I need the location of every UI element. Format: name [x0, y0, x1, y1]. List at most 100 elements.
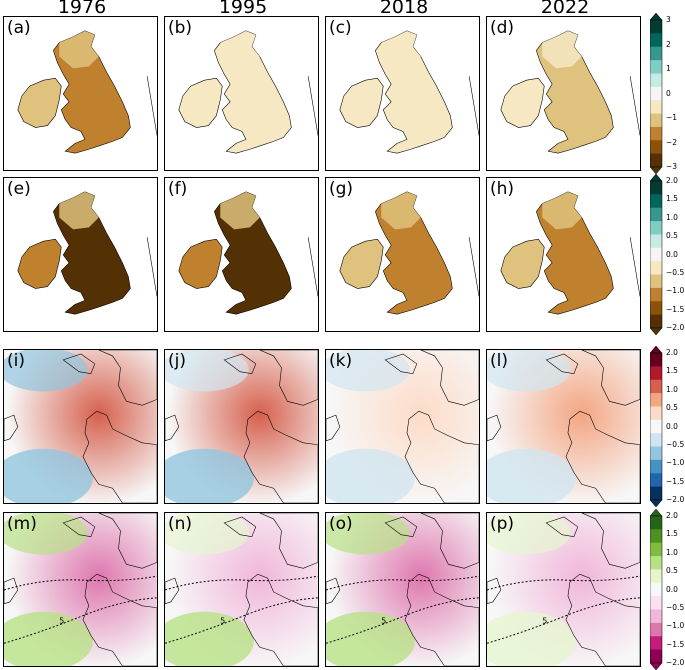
coastline	[165, 577, 180, 605]
contour-label: 5	[542, 617, 547, 626]
scotland-shading	[542, 30, 582, 69]
colorbar-segment	[650, 486, 662, 501]
coastline	[165, 414, 180, 442]
contour-line	[487, 597, 640, 644]
coastline	[384, 353, 418, 375]
colorbar-segment	[650, 569, 662, 584]
map-panel: (o) 5	[325, 512, 480, 667]
colorbar-segment	[650, 473, 662, 488]
coastline	[98, 513, 157, 569]
map-panel: (c)	[325, 16, 480, 171]
coastline	[243, 410, 318, 503]
coastline	[420, 350, 479, 406]
map-panel: (n) 5	[164, 512, 319, 667]
map-svg	[178, 30, 318, 154]
coastline	[98, 350, 157, 406]
ireland-region	[178, 238, 223, 289]
colorbar-segment	[650, 261, 662, 276]
colorbar-segment	[650, 516, 662, 530]
colorbar-segment	[650, 247, 662, 262]
colorbar-segment	[650, 33, 662, 48]
colorbar-tick-label: −1.5	[666, 304, 685, 314]
map-svg: 5	[487, 513, 640, 666]
colorbar-segment	[650, 126, 662, 141]
colorbar-tick-label: 1.0	[666, 547, 678, 557]
colorbar-segment	[650, 609, 662, 624]
colorbar-segment	[650, 636, 662, 651]
colorbar-extend-top	[650, 13, 663, 21]
coastline	[487, 414, 502, 442]
map-svg	[339, 30, 479, 154]
contour-label: 5	[220, 617, 225, 626]
contour-label: 5	[59, 617, 64, 626]
contour-line	[326, 597, 479, 644]
coastline	[326, 577, 341, 605]
coastline	[259, 350, 318, 406]
colorbar-segment	[650, 73, 662, 88]
scotland-shading	[220, 191, 260, 230]
colorbar-tick-label: −1.5	[666, 639, 685, 649]
map-panel: (l)	[486, 349, 641, 504]
map-svg: 5	[165, 513, 318, 666]
panel-label: (n)	[168, 514, 193, 534]
colorbar-segment	[650, 582, 662, 597]
colorbar-extend-top	[650, 174, 663, 182]
column-title-1976: 1976	[57, 0, 107, 18]
map-svg: 5	[326, 513, 479, 666]
colorbar-extend-top	[650, 346, 663, 354]
northern-anomaly-blob	[165, 513, 249, 555]
colorbar-segment	[650, 353, 662, 367]
colorbar-segment	[650, 419, 662, 434]
colorbar-tick-label: 0.5	[666, 403, 678, 413]
scotland-shading	[59, 30, 99, 69]
colorbar-extend-bottom	[650, 499, 663, 507]
colorbar-extend-bottom	[650, 166, 663, 174]
ireland-region	[17, 238, 62, 289]
colorbar-tick-label: 3	[666, 15, 671, 24]
coastline	[62, 353, 96, 375]
map-svg	[165, 350, 318, 503]
map-panel: (j)	[164, 349, 319, 504]
opposite-anomaly-blob	[165, 448, 254, 503]
colorbar-segment	[650, 194, 662, 209]
ireland-region	[500, 77, 545, 128]
scotland-shading	[381, 30, 421, 69]
coastline	[581, 350, 640, 406]
colorbar-tick-label: 1.5	[666, 194, 678, 204]
panel-label: (a)	[7, 18, 31, 38]
coastline	[223, 516, 257, 538]
map-panel: (b)	[164, 16, 319, 171]
colorbar-tick-label: 2	[666, 39, 671, 49]
colorbar-segment	[650, 556, 662, 570]
map-svg	[500, 30, 640, 154]
colorbar-tick-label: −3	[666, 162, 678, 171]
colorbar-tick-label: 2.0	[666, 348, 678, 357]
map-svg	[17, 30, 157, 154]
colorbar-extend-bottom	[650, 662, 663, 670]
colorbar-tick-label: −2	[666, 137, 678, 147]
colorbar-segment	[650, 46, 662, 61]
colorbar-tick-label: 2.0	[666, 176, 678, 185]
colorbar-segment	[650, 100, 662, 115]
colorbar-segment	[650, 366, 662, 381]
colorbar-tick-label: 0.0	[666, 249, 678, 259]
column-title-1995: 1995	[218, 0, 268, 18]
colorbar-segment	[650, 393, 662, 407]
map-svg	[339, 191, 479, 315]
map-svg	[17, 191, 157, 315]
coastline	[62, 516, 96, 538]
colorbar-segment	[650, 314, 662, 329]
map-panel: (f)	[164, 177, 319, 332]
colorbar-segment	[650, 406, 662, 421]
coastline	[82, 410, 157, 503]
coastline	[545, 516, 579, 538]
panel-label: (e)	[7, 179, 31, 199]
panel-label: (d)	[490, 18, 515, 38]
northern-anomaly-blob	[165, 350, 249, 392]
colorbar-tick-label: 0.5	[666, 566, 678, 576]
contour-line	[165, 597, 318, 644]
map-panel: (i)	[3, 349, 158, 504]
colorbar-segment	[650, 459, 662, 474]
map-svg	[326, 350, 479, 503]
coastline	[404, 573, 479, 666]
